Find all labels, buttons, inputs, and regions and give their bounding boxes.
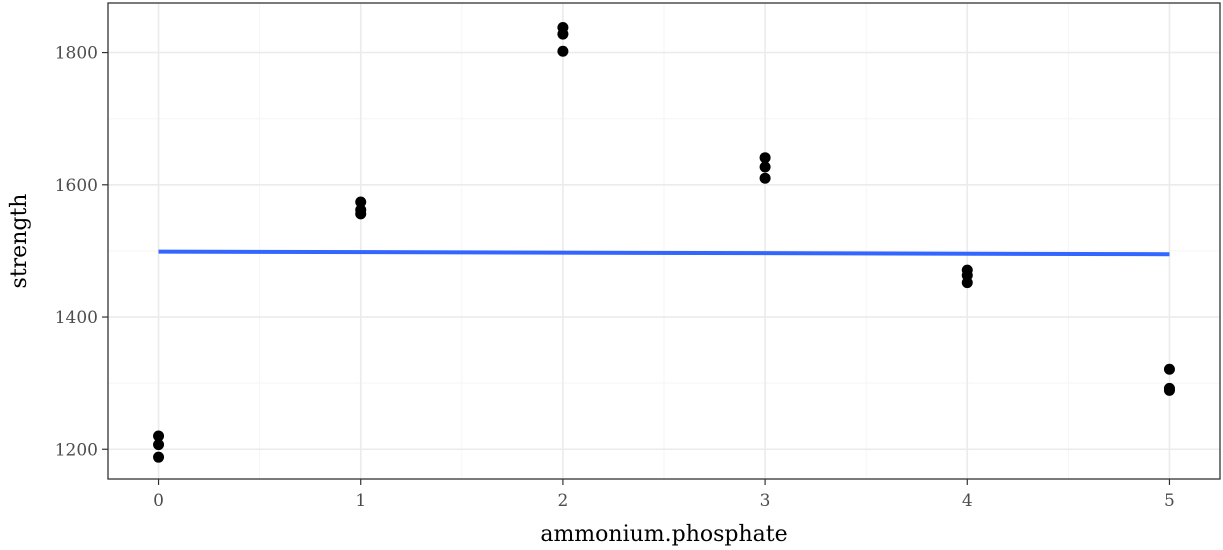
x-axis-ticks: 0 1 2 3 4 5 — [153, 479, 1175, 511]
data-point — [759, 152, 771, 164]
y-tick-label: 1600 — [55, 176, 98, 196]
fit-line-layer — [158, 249, 1170, 257]
data-point — [557, 45, 569, 57]
data-point — [153, 439, 165, 451]
fit-line — [158, 249, 1170, 257]
x-tick-label: 3 — [760, 491, 771, 511]
x-tick-label: 2 — [557, 491, 568, 511]
data-point — [153, 451, 165, 463]
x-tick-label: 0 — [153, 491, 164, 511]
y-tick-label: 1200 — [55, 440, 98, 460]
x-tick-label: 1 — [355, 491, 366, 511]
data-point — [1163, 384, 1175, 396]
y-tick-label: 1400 — [55, 308, 98, 328]
major-gridlines — [108, 3, 1220, 479]
x-tick-label: 5 — [1164, 491, 1175, 511]
data-point — [557, 28, 569, 40]
points-layer — [153, 21, 1175, 463]
data-point — [1163, 363, 1175, 375]
data-point — [355, 208, 367, 220]
y-axis-title: strength — [7, 194, 32, 289]
data-point — [759, 161, 771, 173]
data-point — [961, 277, 973, 289]
x-axis-title: ammonium.phosphate — [540, 522, 787, 547]
data-point — [153, 430, 165, 442]
data-point — [759, 172, 771, 184]
x-tick-label: 4 — [962, 491, 973, 511]
y-axis-ticks: 1200 1400 1600 1800 — [55, 44, 108, 460]
minor-gridlines — [108, 3, 1220, 479]
data-point — [355, 196, 367, 208]
y-tick-label: 1800 — [55, 44, 98, 64]
panel-border — [107, 2, 1221, 480]
